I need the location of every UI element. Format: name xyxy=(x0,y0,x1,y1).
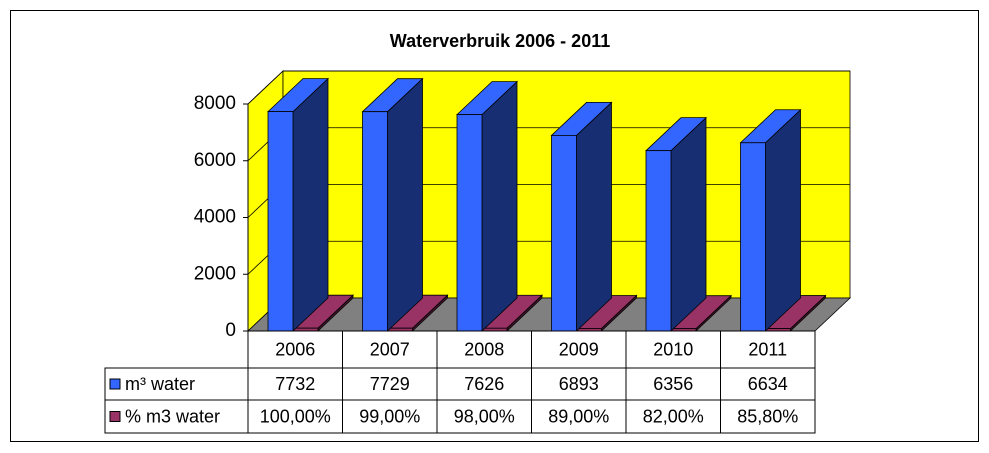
bar-front xyxy=(740,142,766,332)
x-tick-label: 2010 xyxy=(653,339,693,359)
table-value: 7729 xyxy=(370,374,410,394)
bar-front xyxy=(645,150,672,332)
table-value: 6634 xyxy=(748,374,788,394)
table-value: 6893 xyxy=(559,374,599,394)
bar-front xyxy=(551,135,577,332)
bar-side xyxy=(765,108,801,332)
table-value: 98,00% xyxy=(454,406,515,426)
table-value: 6356 xyxy=(653,374,693,394)
table-value: 85,80% xyxy=(737,406,798,426)
legend-swatch xyxy=(109,411,121,422)
grid-line xyxy=(247,70,850,105)
bar-side xyxy=(292,77,329,332)
bar-front xyxy=(456,114,483,332)
table-value: 82,00% xyxy=(643,406,704,426)
bar-side xyxy=(670,116,707,332)
chart-title: Waterverbruik 2006 - 2011 xyxy=(390,31,610,51)
x-tick-label: 2007 xyxy=(370,339,410,359)
x-tick-label: 2009 xyxy=(559,339,599,359)
legend-label: % m3 water xyxy=(125,406,220,426)
y-tick-label: 8000 xyxy=(194,93,236,114)
x-tick-label: 2011 xyxy=(748,339,787,359)
x-tick-label: 2008 xyxy=(464,339,504,359)
y-tick-label: 0 xyxy=(225,320,236,341)
bar-front xyxy=(362,111,388,332)
y-tick-label: 4000 xyxy=(194,207,236,228)
bar-front xyxy=(267,111,294,332)
bar-side xyxy=(387,77,423,332)
bar-side xyxy=(576,101,612,332)
x-tick-label: 2006 xyxy=(275,339,315,359)
table-value: 7732 xyxy=(275,374,315,394)
table-value: 99,00% xyxy=(359,406,420,426)
legend-swatch xyxy=(109,378,121,390)
table-value: 100,00% xyxy=(260,406,331,426)
y-tick-label: 2000 xyxy=(194,263,236,284)
bar-side xyxy=(481,80,518,332)
table-value: 89,00% xyxy=(548,406,609,426)
legend-label: m³ water xyxy=(125,374,195,394)
y-tick-label: 6000 xyxy=(194,150,236,171)
table-value: 7626 xyxy=(464,374,504,394)
